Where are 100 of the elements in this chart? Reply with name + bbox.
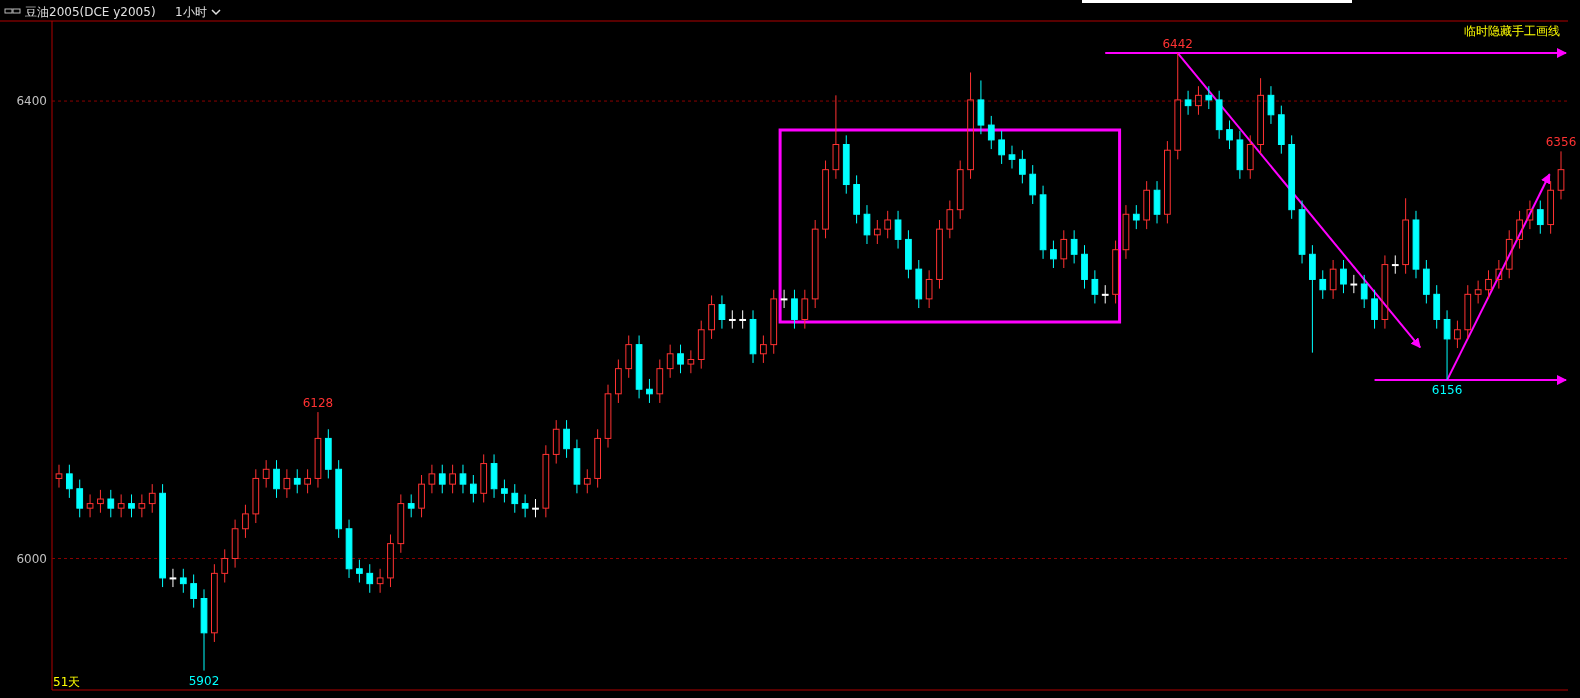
candlestick <box>1050 240 1057 269</box>
candlestick <box>1371 289 1378 330</box>
candlestick <box>242 504 249 539</box>
candlestick <box>863 204 871 245</box>
candlestick <box>811 219 819 309</box>
candlestick <box>1412 210 1420 279</box>
candlestick <box>728 309 736 330</box>
candlestick <box>884 210 892 239</box>
candlestick <box>501 479 508 503</box>
candlestick <box>387 533 394 588</box>
candlestick <box>532 498 539 518</box>
candlestick <box>1143 180 1151 230</box>
annotation: 51天 <box>53 675 81 689</box>
candlestick <box>635 334 643 399</box>
candlestick <box>749 309 757 364</box>
candlestick <box>1081 244 1088 290</box>
candlestick <box>128 493 135 518</box>
candlestick <box>604 384 612 449</box>
candlestick <box>335 459 343 539</box>
candlestick <box>1391 254 1399 275</box>
candlestick <box>594 428 602 489</box>
candlestick <box>656 359 664 404</box>
candlestick <box>65 464 73 499</box>
candlestick <box>521 493 529 518</box>
candlestick <box>1091 269 1099 304</box>
candlestick <box>1360 274 1368 309</box>
candlestick <box>1174 52 1182 160</box>
candlestick <box>1516 210 1523 250</box>
candlestick <box>469 474 477 503</box>
candlestick <box>1485 269 1492 300</box>
candlestick <box>1422 259 1430 304</box>
candlestick <box>832 94 840 180</box>
candlestick <box>615 359 622 404</box>
candlestick <box>428 464 436 494</box>
candlestick <box>76 479 84 518</box>
candlestick <box>1164 140 1171 224</box>
candlestick <box>1433 284 1441 330</box>
candlestick <box>107 489 115 518</box>
candlestick <box>1547 180 1555 235</box>
candlestick <box>1226 119 1233 150</box>
candlestick <box>1495 259 1503 290</box>
candlestick <box>1236 130 1244 180</box>
candlestick <box>262 459 270 489</box>
candlestick <box>739 309 747 330</box>
candlestick <box>853 174 860 224</box>
candlestick <box>780 289 788 309</box>
candlestick <box>273 459 280 499</box>
candlestick <box>345 519 353 579</box>
candlestick <box>221 548 229 583</box>
candlestick <box>190 574 198 609</box>
candlestick <box>324 428 332 479</box>
candlestick <box>159 483 166 588</box>
candlestick <box>1340 259 1347 294</box>
candlestick <box>1505 229 1513 279</box>
candlestick <box>1474 280 1482 304</box>
candlestick <box>1205 85 1213 110</box>
candlestick <box>987 115 995 150</box>
candlestick <box>1309 244 1316 354</box>
candlestick <box>697 320 705 370</box>
candlestick <box>117 493 125 518</box>
candlestick <box>1153 180 1161 224</box>
candlestick <box>1060 229 1068 269</box>
candlestick <box>998 130 1005 165</box>
candlestick <box>1184 90 1192 116</box>
candlestick <box>1132 204 1140 230</box>
candlestick <box>1536 200 1544 235</box>
candlestick <box>542 444 550 518</box>
candlestick <box>1029 164 1037 205</box>
candlestick <box>407 493 415 518</box>
candlestick <box>418 474 425 518</box>
candlestick <box>905 229 912 279</box>
candlestick <box>1018 149 1026 184</box>
candlestick <box>1039 185 1047 260</box>
candlestick <box>708 294 715 340</box>
annotation: 5902 <box>188 673 220 688</box>
candlestick <box>1112 240 1119 304</box>
candlestick <box>1277 105 1285 155</box>
candlestick <box>304 468 311 494</box>
candlestick <box>511 483 519 514</box>
candlestick <box>366 563 374 594</box>
candlestick <box>718 294 726 330</box>
candlestick <box>1319 269 1327 300</box>
candlestick <box>1298 200 1306 264</box>
candlestick <box>770 289 778 355</box>
candlestick <box>490 453 498 499</box>
candlestick <box>915 259 923 309</box>
candlestick <box>1454 320 1461 349</box>
candlestick <box>1526 200 1534 230</box>
candlestick <box>677 344 684 374</box>
candlestick <box>1464 284 1472 340</box>
candlestick <box>200 588 208 672</box>
candlestick <box>1288 134 1296 220</box>
candlestick <box>1350 274 1358 294</box>
candlestick <box>293 468 301 494</box>
candlestick <box>646 378 653 404</box>
annotation: 6156 <box>1431 383 1463 398</box>
candlestick <box>1101 284 1109 304</box>
candlestick <box>138 493 146 518</box>
candlestick <box>873 219 881 245</box>
candlestick <box>1267 85 1275 125</box>
